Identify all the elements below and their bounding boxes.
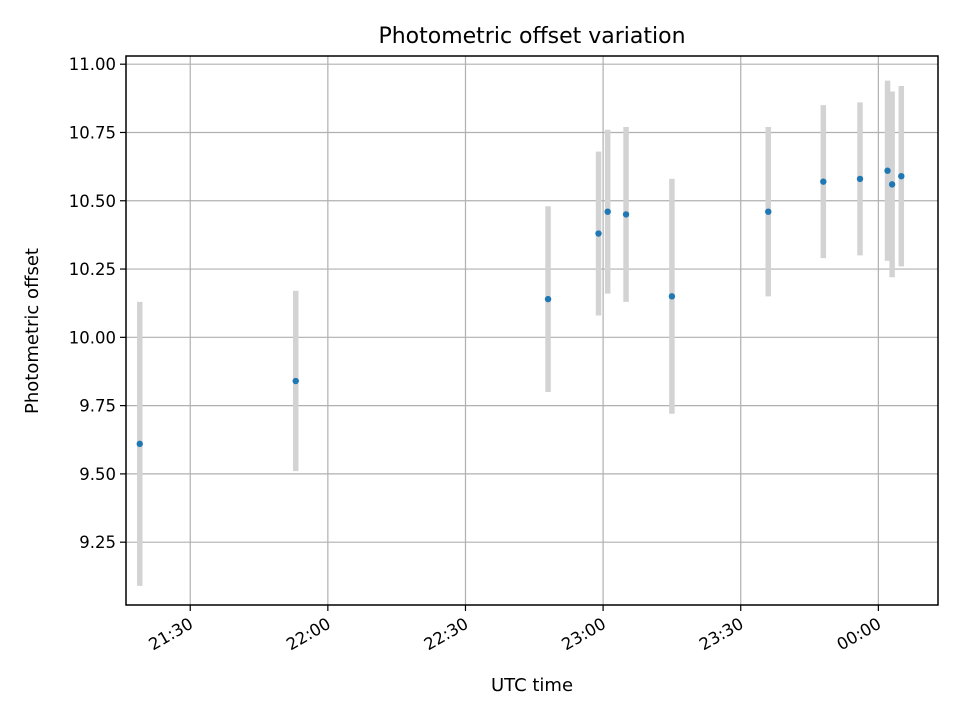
data-point xyxy=(136,440,143,448)
x-axis-ticks: 21:30 22:00 22:30 23:00 23:30 00:00 xyxy=(146,605,885,654)
x-tick-label: 21:30 xyxy=(146,614,197,654)
x-tick-label: 23:00 xyxy=(558,614,609,654)
y-axis-ticks: 9.25 9.50 9.75 10.00 10.25 10.50 10.75 11.00 xyxy=(69,55,126,552)
data-point xyxy=(888,181,896,188)
y-tick-label: 11.00 xyxy=(69,55,116,74)
data-point xyxy=(544,295,552,303)
data-point xyxy=(820,178,827,185)
data-point xyxy=(595,230,602,237)
y-tick-label: 9.50 xyxy=(79,465,116,484)
y-tick-label: 9.25 xyxy=(79,533,116,552)
y-tick-label: 10.50 xyxy=(69,192,116,211)
data-point xyxy=(884,167,891,174)
x-axis-label: UTC time xyxy=(491,675,573,696)
data-points xyxy=(136,167,905,448)
data-point xyxy=(622,211,630,218)
x-tick-label: 00:00 xyxy=(834,614,885,654)
y-tick-label: 9.75 xyxy=(79,397,116,416)
y-tick-label: 10.75 xyxy=(69,123,116,142)
x-tick-label: 22:30 xyxy=(421,614,472,654)
plot-frame xyxy=(125,55,939,606)
data-point xyxy=(898,172,905,180)
grid xyxy=(126,56,938,605)
data-point xyxy=(668,293,676,300)
data-point xyxy=(292,377,299,385)
x-tick-label: 22:00 xyxy=(283,614,334,654)
data-point xyxy=(765,208,772,215)
x-tick-label: 23:30 xyxy=(696,614,747,654)
y-axis-label: Photometric offset xyxy=(22,248,43,414)
errorbars xyxy=(137,80,905,586)
y-tick-label: 10.25 xyxy=(69,260,116,279)
data-point xyxy=(856,175,864,183)
chart-title: Photometric offset variation xyxy=(378,24,685,49)
data-point xyxy=(604,208,611,215)
y-tick-label: 10.00 xyxy=(69,328,116,347)
